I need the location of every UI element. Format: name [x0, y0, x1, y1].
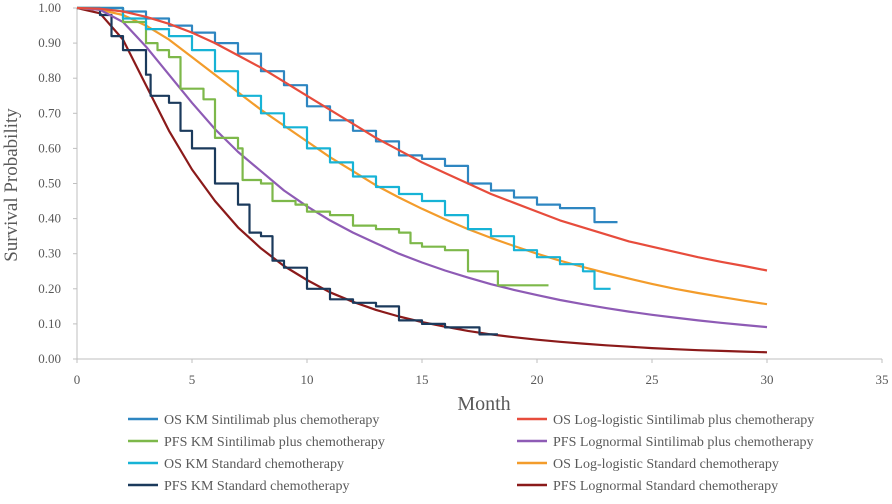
series-line-os-log-logistic-standard-chemotherapy [76, 6, 768, 306]
legend-label: PFS KM Standard chemotherapy [164, 479, 349, 494]
x-tick-label: 20 [531, 372, 544, 387]
series-layer [76, 6, 768, 354]
x-tick-label: 5 [189, 372, 196, 387]
axes-layer: 0.00 0.10 0.20 0.30 0.40 0.50 0.60 0.70 0.80 0.90… [38, 0, 888, 387]
x-tick-label: 0 [74, 372, 81, 387]
series-line-os-log-logistic-sintilimab-plus-chemotherapy [76, 6, 768, 272]
x-axis-title: Month [457, 393, 510, 415]
y-tick-label: 1.00 [38, 0, 61, 15]
y-tick-label: 0.50 [38, 176, 61, 191]
legend-item: OS Log-logistic Sintilimab plus chemothe… [517, 413, 814, 428]
series-line-pfs-lognormal-sintilimab-plus-chemotherapy [76, 6, 768, 329]
legend-item: OS Log-logistic Standard chemotherapy [517, 457, 779, 472]
x-tick-label: 15 [416, 372, 429, 387]
legend-label: OS KM Standard chemotherapy [164, 457, 344, 472]
series-line-os-km-sintilimab-plus-chemotherapy [77, 6, 618, 224]
y-tick-label: 0.00 [38, 351, 61, 366]
legend-item: PFS KM Standard chemotherapy [128, 479, 349, 494]
legend-label: PFS Lognormal Sintilimab plus chemothera… [553, 435, 814, 450]
y-tick-label: 0.70 [38, 105, 61, 120]
legend-label: PFS KM Sintilimab plus chemotherapy [164, 435, 385, 450]
legend-item: OS KM Standard chemotherapy [128, 457, 344, 472]
y-tick-label: 0.10 [38, 316, 61, 331]
legend-label: OS Log-logistic Sintilimab plus chemothe… [553, 413, 814, 428]
x-tick-label: 25 [646, 372, 659, 387]
legend-item: PFS Lognormal Standard chemotherapy [517, 479, 778, 494]
legend: OS KM Sintilimab plus chemotherapy OS Log… [128, 413, 814, 494]
y-tick-label: 0.90 [38, 35, 61, 50]
legend-item: PFS KM Sintilimab plus chemotherapy [128, 435, 385, 450]
legend-label: OS KM Sintilimab plus chemotherapy [164, 413, 379, 428]
legend-item: OS KM Sintilimab plus chemotherapy [128, 413, 379, 428]
y-tick-label: 0.80 [38, 70, 61, 85]
y-tick-label: 0.60 [38, 140, 61, 155]
y-axis-title: Survival Probability [1, 108, 22, 262]
series-line-os-km-standard-chemotherapy [77, 6, 611, 290]
x-tick-label: 10 [301, 372, 314, 387]
legend-label: OS Log-logistic Standard chemotherapy [553, 457, 779, 472]
series-line-pfs-km-sintilimab-plus-chemotherapy [77, 6, 549, 287]
y-tick-label: 0.40 [38, 211, 61, 226]
legend-label: PFS Lognormal Standard chemotherapy [553, 479, 778, 494]
y-tick-label: 0.20 [38, 281, 61, 296]
legend-item: PFS Lognormal Sintilimab plus chemothera… [517, 435, 814, 450]
y-tick-label: 0.30 [38, 246, 61, 261]
series-line-pfs-km-standard-chemotherapy [77, 6, 498, 336]
x-tick-label: 35 [876, 372, 889, 387]
x-tick-label: 30 [761, 372, 774, 387]
